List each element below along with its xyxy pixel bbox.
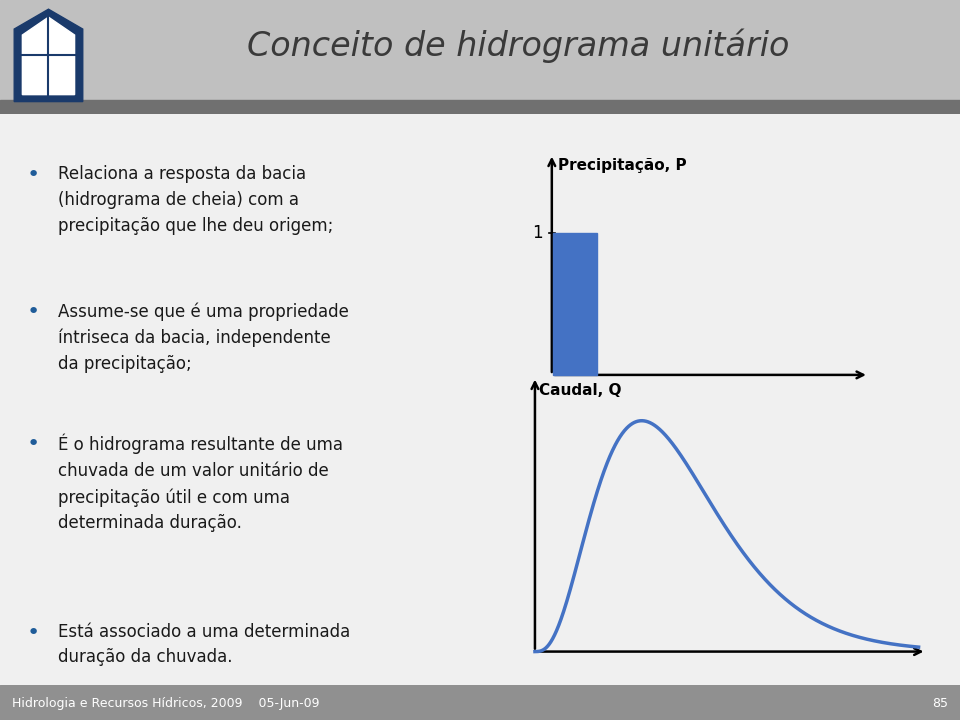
Text: Precipitação, P: Precipitação, P — [558, 158, 686, 174]
Text: É o hidrograma resultante de uma
chuvada de um valor unitário de
precipitação út: É o hidrograma resultante de uma chuvada… — [58, 434, 343, 532]
Text: Relaciona a resposta da bacia
(hidrograma de cheia) com a
precipitação que lhe d: Relaciona a resposta da bacia (hidrogram… — [58, 165, 333, 235]
Text: Hidrologia e Recursos Hídricos, 2009    05-Jun-09: Hidrologia e Recursos Hídricos, 2009 05-… — [12, 697, 319, 710]
Text: 85: 85 — [932, 697, 948, 710]
Text: •: • — [27, 623, 40, 642]
Polygon shape — [22, 17, 75, 94]
Text: 1: 1 — [532, 225, 542, 243]
Text: •: • — [27, 434, 40, 454]
Text: Conceito de hidrograma unitário: Conceito de hidrograma unitário — [248, 28, 789, 63]
Text: Caudal, Q: Caudal, Q — [539, 383, 621, 398]
Text: Está associado a uma determinada
duração da chuvada.: Está associado a uma determinada duração… — [58, 623, 349, 666]
Text: Assume-se que é uma propriedade
íntriseca da bacia, independente
da precipitação: Assume-se que é uma propriedade íntrisec… — [58, 302, 348, 373]
Bar — [553, 233, 597, 375]
Polygon shape — [14, 9, 83, 102]
Text: •: • — [27, 302, 40, 323]
Bar — [0, 0, 960, 100]
Text: •: • — [27, 165, 40, 185]
Bar — [0, 100, 960, 114]
